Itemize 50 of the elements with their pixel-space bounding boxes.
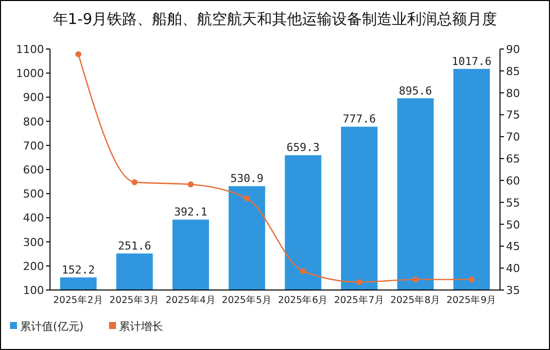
y-tick-label: 300 bbox=[23, 236, 44, 249]
y-tick-label: 1000 bbox=[16, 67, 44, 80]
y-tick-label: 900 bbox=[23, 91, 44, 104]
y-tick-label: 200 bbox=[23, 260, 44, 273]
point bbox=[412, 276, 418, 282]
y-tick-label: 700 bbox=[23, 139, 44, 152]
y2-tick-label: 70 bbox=[506, 130, 520, 144]
x-tick-label: 2025年5月 bbox=[222, 294, 272, 306]
x-tick-label: 2025年8月 bbox=[390, 294, 441, 306]
y2-tick-label: 85 bbox=[506, 64, 520, 78]
data-label: 530.9 bbox=[230, 172, 264, 186]
y-tick-label: 800 bbox=[23, 115, 44, 128]
y-tick-label: 500 bbox=[23, 188, 44, 201]
y2-tick-label: 80 bbox=[506, 86, 520, 100]
y2-tick-label: 90 bbox=[506, 43, 520, 56]
data-label: 895.6 bbox=[398, 84, 432, 98]
x-tick-label: 2025年4月 bbox=[166, 294, 216, 306]
data-label: 392.1 bbox=[174, 206, 208, 219]
x-tick-label: 2025年2月 bbox=[53, 294, 104, 306]
x-tick-label: 2025年6月 bbox=[278, 294, 328, 306]
y2-tick-label: 60 bbox=[506, 174, 520, 188]
data-label: 1017.6 bbox=[452, 54, 492, 68]
y2-tick-label: 50 bbox=[506, 218, 520, 232]
y2-tick-label: 40 bbox=[506, 262, 520, 276]
x-tick-label: 2025年7月 bbox=[334, 294, 384, 306]
point bbox=[188, 181, 194, 188]
data-label: 152.2 bbox=[62, 263, 95, 276]
x-tick-label: 2025年3月 bbox=[109, 294, 160, 306]
y2-tick-label: 65 bbox=[506, 152, 520, 166]
data-label: 251.6 bbox=[118, 239, 152, 252]
y-tick-label: 400 bbox=[23, 212, 44, 225]
data-label: 777.6 bbox=[342, 112, 376, 126]
legend-label: 累计增长 bbox=[119, 320, 163, 333]
data-label: 659.3 bbox=[286, 141, 320, 154]
chart-title: 年1-9月铁路、船舶、航空航天和其他运输设备制造业利润总额月度 bbox=[52, 10, 498, 28]
point bbox=[356, 279, 362, 286]
y-tick-label: 600 bbox=[23, 164, 44, 176]
legend-label: 累计值(亿元) bbox=[20, 320, 84, 333]
y-tick-label: 100 bbox=[23, 284, 44, 297]
y2-tick-label: 35 bbox=[506, 284, 520, 297]
y2-tick-label: 75 bbox=[506, 108, 520, 122]
point bbox=[132, 179, 138, 186]
point bbox=[244, 195, 250, 202]
y2-tick-label: 55 bbox=[506, 196, 520, 210]
point bbox=[75, 51, 82, 58]
y-tick-label: 1100 bbox=[16, 43, 44, 56]
point bbox=[468, 276, 475, 282]
x-tick-label: 2025年9月 bbox=[446, 294, 497, 306]
point bbox=[300, 268, 306, 274]
y2-tick-label: 45 bbox=[506, 240, 520, 254]
